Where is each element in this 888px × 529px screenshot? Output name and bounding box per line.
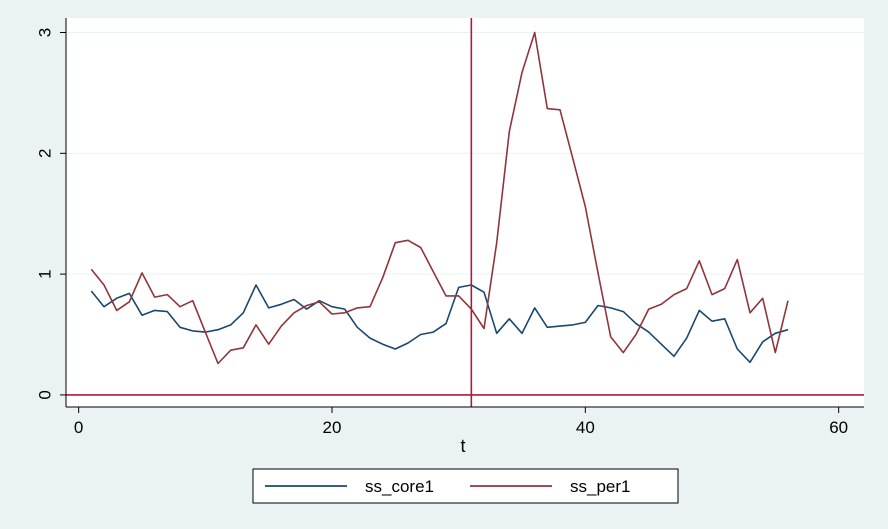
legend: ss_core1 ss_per1 — [252, 468, 679, 504]
y-tick-label: 1 — [35, 269, 54, 278]
x-axis-title: t — [460, 436, 465, 456]
y-tick-label: 3 — [35, 28, 54, 37]
y-tick-label: 0 — [35, 390, 54, 399]
x-tick-label: 0 — [74, 418, 83, 437]
plot-area — [66, 18, 864, 407]
axes: 0 1 2 3 0 20 40 60 — [35, 18, 864, 437]
x-tick-label: 20 — [323, 418, 342, 437]
x-tick-label: 40 — [576, 418, 595, 437]
series-layer — [90, 31, 789, 365]
x-tick-label: 60 — [829, 418, 848, 437]
y-tick-label: 2 — [35, 149, 54, 158]
reference-lines — [66, 18, 864, 407]
series-line-ss_per1 — [90, 31, 789, 365]
legend-label-ss_per1: ss_per1 — [570, 477, 630, 496]
legend-label-ss_core1: ss_core1 — [365, 477, 434, 496]
series-line-ss_core1 — [90, 284, 789, 364]
